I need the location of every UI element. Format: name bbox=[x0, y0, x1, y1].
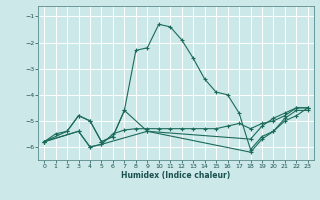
X-axis label: Humidex (Indice chaleur): Humidex (Indice chaleur) bbox=[121, 171, 231, 180]
